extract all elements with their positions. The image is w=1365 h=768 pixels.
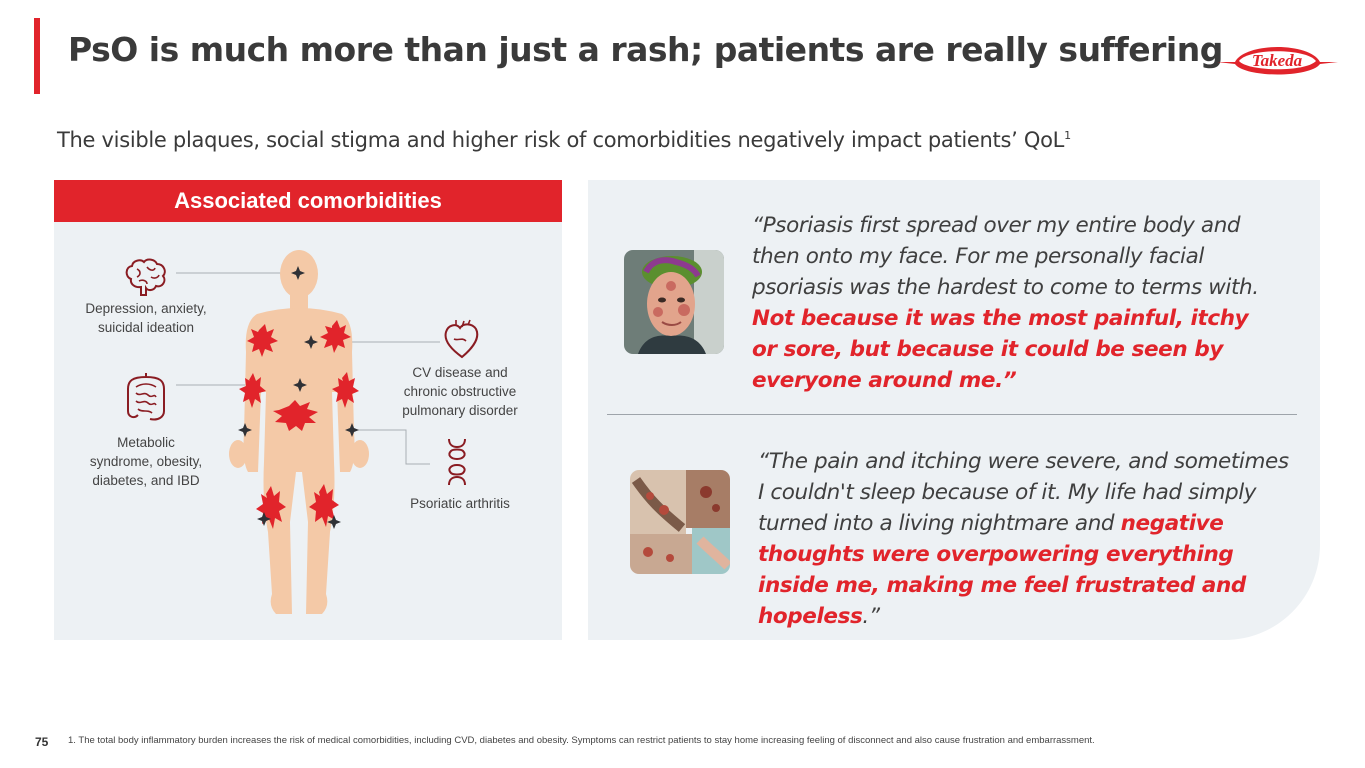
depression-label: Depression, anxiety, suicidal ideation [70,299,222,337]
patient-photo-face [624,250,724,354]
intestine-icon [127,373,165,421]
arthritis-label: Psoriatic arthritis [384,494,536,513]
subtitle-footnote-ref: 1 [1064,129,1071,142]
patient-photo-skin [630,470,730,574]
page-number: 75 [35,735,49,749]
quote-2-highlight: negative thoughts were overpowering ever… [758,511,1246,629]
quote-1-highlight: Not because it was the most painful, itc… [752,306,1249,393]
label-line: pulmonary disorder [402,403,518,418]
title-accent-bar [34,18,40,94]
quote-divider [607,414,1297,415]
label-line: CV disease and [412,365,508,380]
quote-1-text: “Psoriasis first spread over my entire b… [752,213,1259,300]
heart-icon [444,319,479,359]
label-line: suicidal ideation [97,320,195,335]
quote-1: “Psoriasis first spread over my entire b… [752,210,1272,396]
subtitle-text: The visible plaques, social stigma and h… [57,128,1065,152]
quote-2: “The pain and itching were severe, and s… [758,446,1298,632]
connector-line [353,429,430,465]
quote-2-text: “The pain and itching were severe, and s… [758,449,1289,536]
joint-icon [448,438,466,486]
footnote: 1. The total body inflammatory burden in… [68,735,1095,746]
subtitle: The visible plaques, social stigma and h… [57,128,1071,152]
logo-text: Takeda [1252,51,1303,70]
location-markers [238,266,359,529]
label-line: chronic obstructive [403,384,517,399]
cv-disease-label: CV disease and chronic obstructive pulmo… [384,363,536,420]
label-line: Depression, anxiety, [85,301,207,316]
metabolic-label: Metabolic syndrome, obesity, diabetes, a… [70,433,222,490]
label-line: Psoriatic arthritis [410,496,510,511]
label-line: diabetes, and IBD [92,473,200,488]
comorbidities-header: Associated comorbidities [54,180,562,222]
brain-icon [125,258,166,296]
label-line: syndrome, obesity, [89,454,203,469]
page-title: PsO is much more than just a rash; patie… [68,30,1223,69]
takeda-logo: Takeda [1217,47,1338,75]
quote-2-closing: .” [862,604,880,629]
human-body-silhouette [229,250,369,614]
psoriasis-plaques [239,320,359,529]
body-diagram [176,250,440,614]
label-line: Metabolic [117,435,175,450]
